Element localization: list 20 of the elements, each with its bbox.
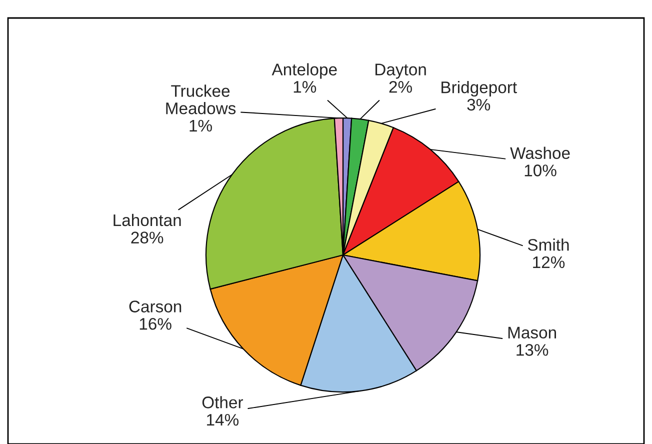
slice-label: Washoe bbox=[510, 146, 570, 160]
slice-label: Dayton bbox=[376, 64, 426, 79]
data-label: 3% bbox=[467, 98, 490, 111]
data-label: 10% bbox=[524, 164, 556, 176]
slice-label: Carson bbox=[129, 300, 182, 312]
slice-label: Other bbox=[202, 396, 244, 408]
slice-label: Lahontan bbox=[114, 214, 181, 226]
data-label: 28% bbox=[131, 232, 164, 244]
data-label: 1% bbox=[294, 81, 316, 93]
data-label: 13% bbox=[516, 344, 548, 356]
slice-label: Bridgeport bbox=[442, 81, 517, 97]
data-label: 2% bbox=[389, 80, 412, 93]
slice-label: Mason bbox=[508, 326, 556, 338]
data-label: 14% bbox=[207, 414, 239, 426]
slice-label: Smith bbox=[528, 238, 569, 251]
slice-label: Antelope bbox=[272, 63, 337, 79]
data-label: 1% bbox=[190, 120, 212, 132]
data-label: 16% bbox=[140, 318, 172, 330]
slice-label: Truckee Meadows bbox=[166, 84, 236, 114]
data-label: 12% bbox=[533, 256, 565, 268]
